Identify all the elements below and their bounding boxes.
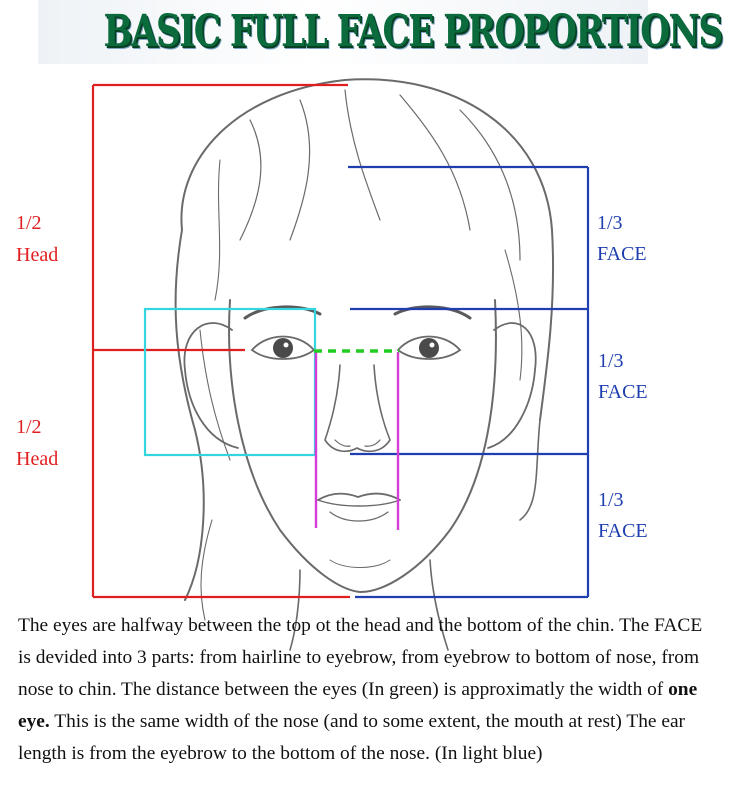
- face-bottom-fraction: 1/3: [598, 489, 624, 511]
- right-eye: [396, 335, 462, 360]
- mouth: [317, 492, 401, 501]
- face-middle-fraction: 1/3: [598, 350, 624, 372]
- upper-head-fraction: 1/2: [16, 212, 42, 234]
- upper-head-word: Head: [16, 244, 59, 266]
- face-bottom-word: FACE: [598, 520, 648, 542]
- nose: [324, 364, 391, 452]
- description-part-1: The eyes are halfway between the top ot …: [18, 615, 703, 700]
- face-outline: [228, 299, 497, 594]
- description-bold: one eye.: [18, 679, 698, 732]
- lower-head-fraction: 1/2: [16, 416, 42, 438]
- face-sketch: [174, 78, 555, 651]
- left-ear: [183, 322, 239, 449]
- hair-right-side: [519, 419, 541, 521]
- neck: [289, 569, 301, 651]
- right-ear: [487, 322, 537, 449]
- face-thirds-bracket: [348, 165, 590, 599]
- lower-head-word: Head: [16, 448, 59, 470]
- description-part-2: This is the same width of the nose (and …: [18, 711, 686, 764]
- face-top-word: FACE: [597, 243, 647, 265]
- hair-outline: [180, 78, 555, 421]
- right-eyebrow: [393, 305, 472, 320]
- description-paragraph: The eyes are halfway between the top ot …: [18, 610, 718, 770]
- nose-width-lines: [314, 352, 400, 530]
- face-middle-word: FACE: [598, 381, 648, 403]
- face-top-fraction: 1/3: [597, 212, 623, 234]
- half-head-bracket: [91, 83, 350, 599]
- title-banner: [38, 0, 648, 64]
- left-eyebrow: [243, 305, 322, 320]
- hair-left-side: [174, 229, 205, 601]
